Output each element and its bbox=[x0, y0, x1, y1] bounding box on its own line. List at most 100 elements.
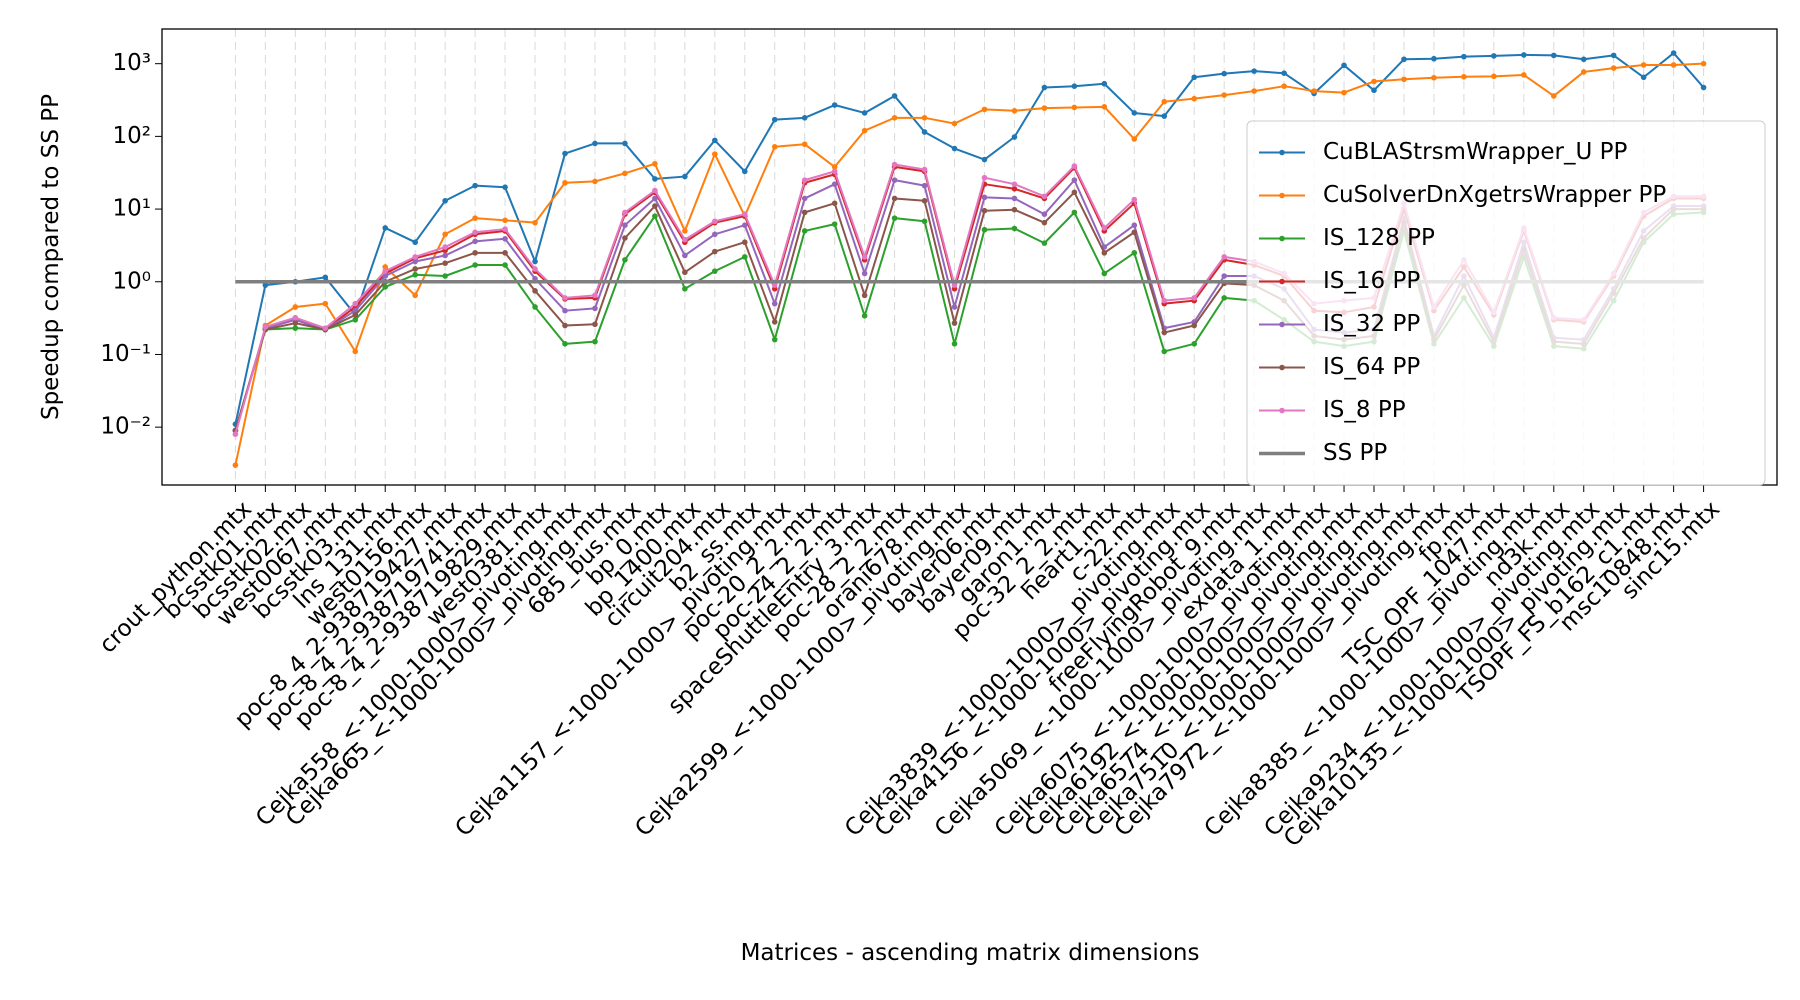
data-point bbox=[1461, 53, 1467, 60]
data-point bbox=[682, 252, 688, 259]
data-point bbox=[1101, 250, 1108, 256]
data-point bbox=[442, 273, 448, 279]
data-point bbox=[502, 250, 508, 256]
data-point bbox=[891, 93, 898, 99]
data-point bbox=[1550, 93, 1557, 99]
data-point bbox=[532, 304, 538, 310]
legend-box bbox=[1246, 120, 1766, 486]
data-point bbox=[1311, 88, 1317, 94]
data-point bbox=[1011, 181, 1018, 187]
data-point bbox=[801, 209, 808, 216]
data-point bbox=[622, 140, 628, 147]
data-point bbox=[592, 292, 598, 299]
data-point bbox=[1011, 195, 1018, 202]
data-point bbox=[532, 266, 538, 272]
y-tick-label: 10⁻¹ bbox=[100, 341, 151, 367]
data-point bbox=[921, 166, 928, 173]
data-point bbox=[712, 151, 718, 157]
legend-label: IS_64 PP bbox=[1323, 354, 1420, 380]
data-point bbox=[472, 262, 478, 268]
data-point bbox=[652, 160, 658, 167]
legend-label: IS_8 PP bbox=[1323, 397, 1406, 423]
data-point bbox=[712, 218, 718, 225]
data-point bbox=[442, 260, 448, 267]
data-point bbox=[861, 254, 868, 260]
data-point bbox=[741, 239, 748, 246]
data-point bbox=[921, 115, 928, 121]
legend-label: IS_32 PP bbox=[1323, 311, 1420, 337]
data-point bbox=[292, 314, 299, 321]
data-point bbox=[981, 106, 988, 113]
data-point bbox=[1700, 84, 1707, 91]
data-point bbox=[861, 270, 868, 277]
data-point bbox=[1101, 80, 1108, 87]
data-point bbox=[622, 222, 628, 228]
data-point bbox=[1251, 68, 1257, 74]
data-point bbox=[442, 244, 448, 250]
x-axis-title: Matrices - ascending matrix dimensions bbox=[741, 940, 1200, 966]
data-point bbox=[981, 194, 988, 201]
data-point bbox=[861, 127, 868, 134]
data-point bbox=[322, 325, 329, 331]
data-point bbox=[412, 292, 418, 299]
data-point bbox=[412, 239, 418, 246]
data-point bbox=[1580, 69, 1587, 75]
data-point bbox=[1161, 329, 1168, 336]
data-point bbox=[1071, 177, 1078, 183]
data-point bbox=[562, 179, 568, 186]
y-axis-title: Speedup compared to SS PP bbox=[38, 94, 64, 420]
data-point bbox=[861, 292, 868, 299]
data-point bbox=[771, 116, 778, 123]
data-point bbox=[232, 462, 239, 468]
data-point bbox=[382, 273, 389, 279]
data-point bbox=[1431, 55, 1437, 62]
data-point bbox=[951, 145, 958, 152]
data-point bbox=[652, 203, 658, 209]
data-point bbox=[562, 341, 568, 347]
data-point bbox=[1191, 95, 1198, 102]
data-point bbox=[831, 221, 838, 227]
data-point bbox=[1461, 74, 1467, 80]
data-point bbox=[1491, 73, 1497, 80]
data-point bbox=[1131, 110, 1138, 116]
data-point bbox=[442, 231, 448, 238]
data-point bbox=[502, 217, 508, 224]
data-point bbox=[592, 140, 598, 147]
data-point bbox=[1221, 92, 1227, 98]
data-point bbox=[382, 284, 389, 290]
y-tick-label: 10⁰ bbox=[113, 268, 152, 294]
data-point bbox=[1550, 52, 1557, 59]
data-point bbox=[1191, 322, 1198, 329]
data-point bbox=[1191, 341, 1198, 347]
data-point bbox=[382, 268, 389, 274]
data-point bbox=[1401, 76, 1407, 83]
data-point bbox=[741, 211, 748, 217]
data-point bbox=[652, 187, 658, 194]
data-point bbox=[532, 219, 538, 226]
data-point bbox=[801, 141, 808, 148]
data-point bbox=[1191, 74, 1198, 81]
data-point bbox=[1131, 196, 1138, 203]
data-point bbox=[322, 274, 329, 281]
data-point bbox=[682, 269, 688, 276]
data-point bbox=[1131, 250, 1138, 256]
data-point bbox=[921, 218, 928, 225]
data-point bbox=[1371, 87, 1377, 94]
data-point bbox=[1161, 98, 1168, 105]
data-point bbox=[771, 282, 778, 288]
legend-label: IS_16 PP bbox=[1323, 268, 1420, 294]
data-point bbox=[1221, 273, 1227, 279]
data-point bbox=[1281, 70, 1287, 76]
data-point bbox=[1041, 240, 1048, 246]
legend-marker bbox=[1279, 149, 1285, 156]
data-point bbox=[1041, 193, 1048, 200]
data-point bbox=[472, 182, 478, 189]
data-point bbox=[1221, 295, 1227, 301]
data-point bbox=[1521, 52, 1527, 58]
data-point bbox=[562, 307, 568, 314]
data-point bbox=[652, 213, 658, 219]
data-point bbox=[981, 226, 988, 233]
data-point bbox=[622, 170, 628, 177]
data-point bbox=[502, 262, 508, 268]
